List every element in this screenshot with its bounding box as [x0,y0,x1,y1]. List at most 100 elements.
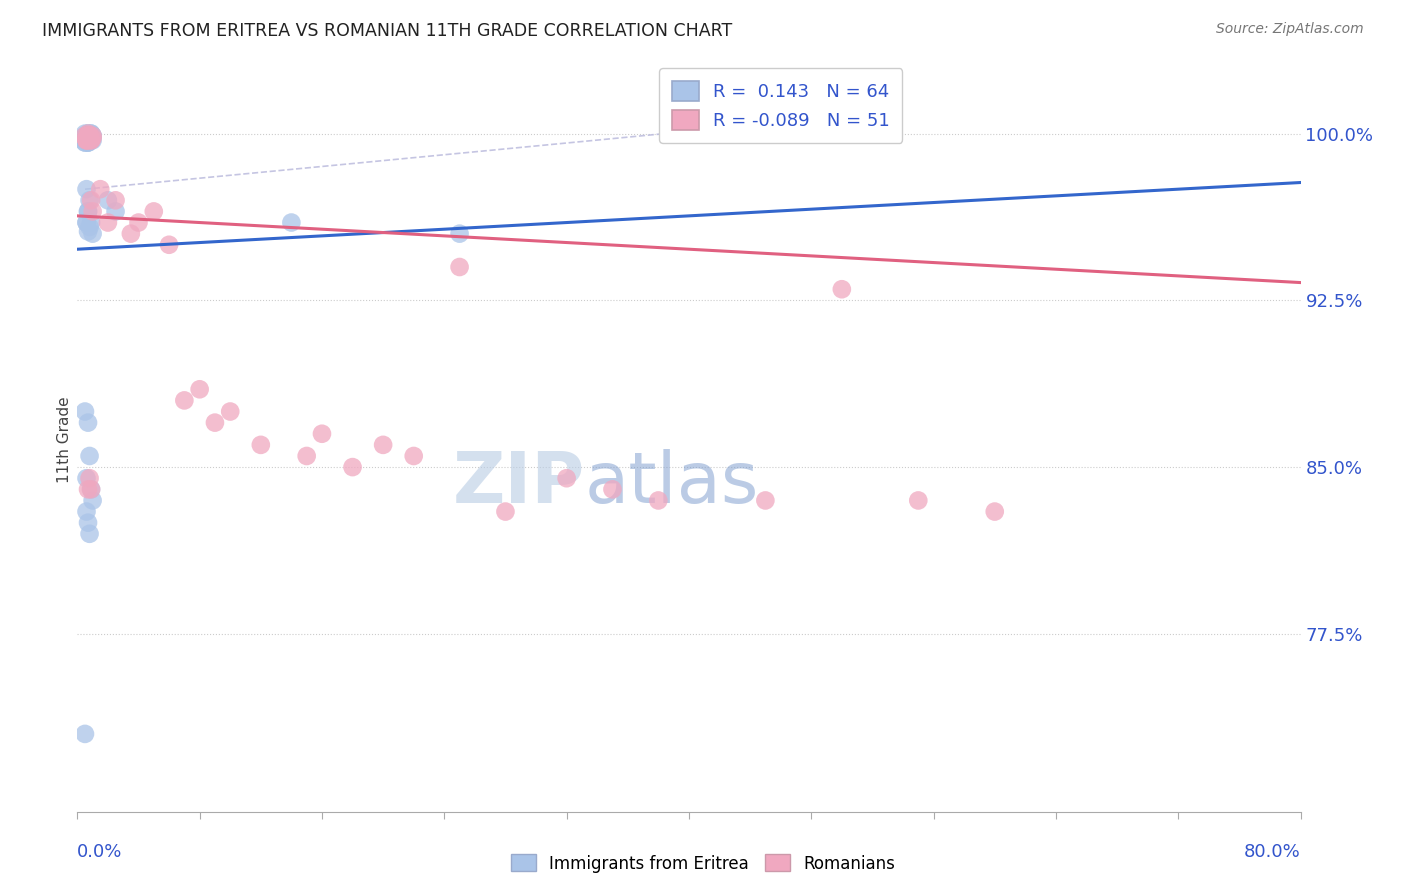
Point [76,133,98,147]
Point [76,131,98,145]
Point [80,483,103,497]
Point [76,133,98,147]
Point [77,133,100,147]
Point [79,449,101,463]
Point [77,127,100,141]
Point [89,182,111,196]
Point [77,128,100,143]
Point [77,133,100,147]
Point [77,136,100,150]
Point [80,133,103,147]
Point [79,128,101,143]
Point [76,133,98,147]
Point [73,404,96,418]
Point [97,215,120,229]
Text: IMMIGRANTS FROM ERITREA VS ROMANIAN 11TH GRADE CORRELATION CHART: IMMIGRANTS FROM ERITREA VS ROMANIAN 11TH… [42,22,733,40]
Point [77,483,100,497]
Point [77,133,100,147]
Point [157,237,180,252]
Text: 80.0%: 80.0% [1244,843,1301,861]
Point [80,131,103,145]
Point [754,493,776,508]
Point [79,128,101,143]
Point [79,526,101,541]
Point [77,128,100,143]
Y-axis label: 11th Grade: 11th Grade [56,396,72,483]
Point [311,426,333,441]
Point [77,516,100,530]
Point [80,133,103,147]
Point [295,449,318,463]
Point [77,133,100,147]
Point [495,505,517,519]
Point [76,131,98,145]
Point [73,727,96,741]
Point [82,227,104,241]
Point [142,204,165,219]
Point [79,131,101,145]
Point [77,128,100,143]
Point [82,128,104,143]
Point [76,182,98,196]
Point [82,493,104,508]
Point [80,127,103,141]
Point [449,260,471,274]
Point [73,131,96,145]
Point [82,128,104,143]
Point [79,131,101,145]
Point [80,131,103,145]
Point [77,128,100,143]
Point [77,204,100,219]
Point [342,460,364,475]
Text: Source: ZipAtlas.com: Source: ZipAtlas.com [1216,22,1364,37]
Point [602,483,624,497]
Point [79,128,101,143]
Point [647,493,669,508]
Point [97,194,120,208]
Point [449,227,471,241]
Point [79,128,101,143]
Point [831,282,853,296]
Point [79,219,101,234]
Point [77,136,100,150]
Point [73,133,96,147]
Point [984,505,1007,519]
Point [104,204,127,219]
Point [79,194,101,208]
Point [76,133,98,147]
Point [219,404,242,418]
Point [80,131,103,145]
Point [128,215,150,229]
Point [555,471,578,485]
Point [77,127,100,141]
Point [76,215,98,229]
Point [402,449,425,463]
Point [73,136,96,150]
Point [80,483,103,497]
Legend: R =  0.143   N = 64, R = -0.089   N = 51: R = 0.143 N = 64, R = -0.089 N = 51 [659,69,903,143]
Point [280,215,302,229]
Legend: Immigrants from Eritrea, Romanians: Immigrants from Eritrea, Romanians [503,847,903,880]
Point [73,128,96,143]
Point [73,127,96,141]
Point [77,127,100,141]
Point [77,136,100,150]
Point [907,493,929,508]
Text: 0.0%: 0.0% [77,843,122,861]
Point [73,128,96,143]
Point [82,133,104,147]
Point [76,131,98,145]
Text: ZIP: ZIP [453,450,585,518]
Point [371,438,394,452]
Point [77,416,100,430]
Point [82,131,104,145]
Point [79,131,101,145]
Point [79,128,101,143]
Point [77,204,100,219]
Point [76,133,98,147]
Point [76,505,98,519]
Point [76,131,98,145]
Point [79,131,101,145]
Point [80,127,103,141]
Point [82,204,104,219]
